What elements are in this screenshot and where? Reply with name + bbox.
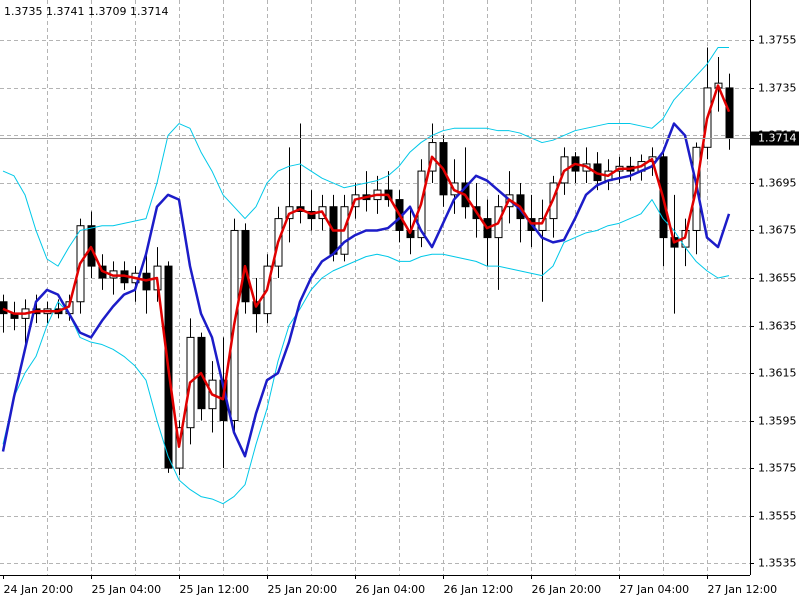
current-price-label: 1.3714	[758, 132, 797, 145]
ohlc-low: 1.3709	[88, 5, 127, 18]
current-price-box	[751, 131, 799, 146]
candle-body	[0, 301, 8, 315]
indicator-line	[2, 199, 730, 505]
y-tick-label: 1.3735	[758, 82, 797, 95]
candle-body	[252, 301, 261, 315]
y-tick-label: 1.3595	[758, 415, 797, 428]
ohlc-open: 1.3735	[4, 5, 43, 18]
indicator-line	[2, 47, 729, 267]
candle-body	[142, 272, 151, 291]
y-tick-label: 1.3575	[758, 462, 797, 475]
y-tick-label: 1.3635	[758, 320, 797, 333]
y-tick-label: 1.3615	[758, 367, 797, 380]
ohlc-high: 1.3741	[46, 5, 85, 18]
y-tick-label: 1.3555	[758, 510, 797, 523]
y-tick-label: 1.3755	[758, 34, 797, 47]
x-tick-label: 24 Jan 20:00	[4, 583, 74, 596]
candle-body	[725, 87, 734, 139]
x-tick-label: 26 Jan 12:00	[444, 583, 514, 596]
x-tick-label: 26 Jan 20:00	[532, 583, 602, 596]
overlay	[0, 47, 750, 505]
x-tick-label: 25 Jan 12:00	[180, 583, 250, 596]
ohlc-header: 1.3735 1.3741 1.3709 1.3714	[4, 5, 169, 18]
candle-body	[175, 427, 184, 469]
y-tick-label: 1.3695	[758, 177, 797, 190]
x-tick-label: 26 Jan 04:00	[356, 583, 426, 596]
x-tick-label: 27 Jan 12:00	[708, 583, 778, 596]
y-tick-label: 1.3655	[758, 272, 797, 285]
candle-body	[87, 225, 96, 267]
candle-body	[307, 210, 316, 220]
indicator-line	[2, 84, 731, 448]
x-tick-label: 25 Jan 20:00	[268, 583, 338, 596]
indicator-line	[1, 122, 731, 458]
y-tick-label: 1.3675	[758, 224, 797, 237]
plot	[0, 47, 734, 476]
ohlc-close: 1.3714	[130, 5, 169, 18]
x-tick-label: 27 Jan 04:00	[620, 583, 690, 596]
y-tick-label: 1.3535	[758, 557, 797, 570]
grid	[0, 0, 750, 575]
x-tick-label: 25 Jan 04:00	[92, 583, 162, 596]
